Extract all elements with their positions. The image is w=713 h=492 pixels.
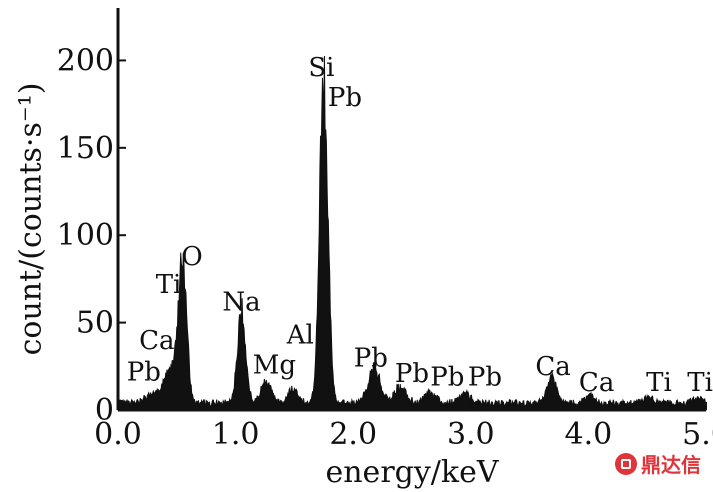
watermark-logo: 鼎达信 (615, 449, 701, 478)
peak-label: Pb (127, 357, 161, 387)
x-tick-label: 5.0 (682, 417, 713, 452)
peak-label: Si (308, 53, 334, 83)
y-tick-label: 200 (57, 43, 114, 78)
x-ticks: 0.0 1.0 2.0 3.0 4.0 5.0 (94, 402, 713, 452)
peak-label: Ca (579, 368, 614, 398)
peak-label: Ca (535, 352, 570, 382)
peak-label: O (181, 242, 202, 272)
x-axis-title: energy/keV (325, 455, 499, 490)
watermark-text: 鼎达信 (641, 453, 701, 477)
x-tick-label: 3.0 (447, 417, 495, 452)
peak-label: Ti (646, 368, 672, 398)
brand-icon (615, 452, 637, 475)
y-tick-label: 100 (57, 218, 114, 253)
x-tick-label: 2.0 (329, 417, 377, 452)
peak-label: Al (286, 321, 314, 351)
y-tick-label: 0 (95, 393, 114, 428)
y-ticks: 0 50 100 150 200 (57, 43, 126, 428)
x-tick-label: 4.0 (565, 417, 613, 452)
peak-label: Pb (328, 83, 362, 113)
y-tick-label: 150 (57, 131, 114, 166)
peak-label: Pb (468, 363, 502, 393)
y-axis-title: count/(counts·s⁻¹) (14, 83, 49, 356)
peak-label: Mg (253, 350, 296, 380)
peak-label: Na (222, 287, 260, 317)
y-tick-label: 50 (76, 306, 114, 341)
peak-label: Pb (395, 359, 429, 389)
x-tick-label: 1.0 (212, 417, 260, 452)
peak-label: Ti (156, 270, 182, 300)
peak-label: Ti (687, 368, 713, 398)
peak-label: Pb (430, 363, 464, 393)
peak-label: Pb (354, 343, 388, 373)
peak-label: Ca (139, 326, 174, 356)
spectrum-area (117, 56, 707, 411)
x-tick-label: 0.0 (94, 417, 142, 452)
